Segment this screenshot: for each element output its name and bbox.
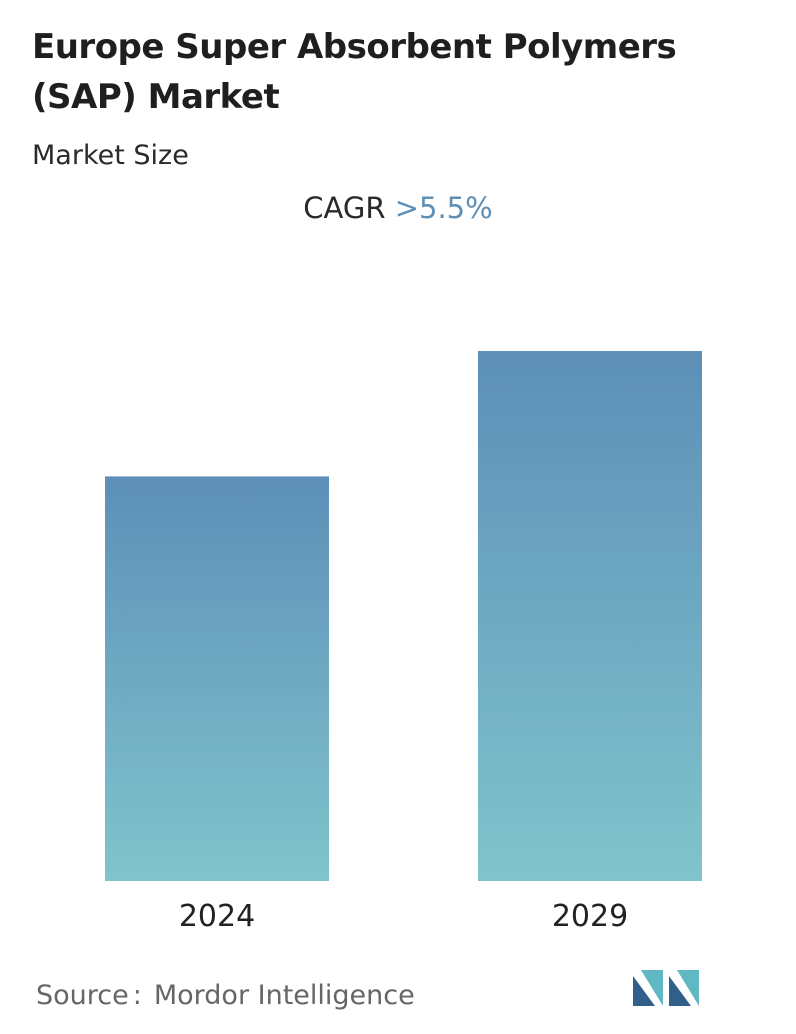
chart-title: Europe Super Absorbent Polymers (SAP) Ma… xyxy=(32,27,677,117)
bar-2029 xyxy=(478,351,702,881)
mordor-intelligence-logo-icon xyxy=(633,970,699,1006)
source-label: Source xyxy=(36,980,129,1011)
chart-subtitle: Market Size xyxy=(32,140,189,171)
x-axis-labels: 2024 2029 xyxy=(179,899,628,934)
cagr-text: CAGR >5.5% xyxy=(0,188,796,228)
source-line: Source: Mordor Intelligence xyxy=(36,978,415,1014)
cagr-label: CAGR xyxy=(303,191,386,225)
x-tick-label-2029: 2029 xyxy=(552,899,628,934)
source-name: Mordor Intelligence xyxy=(153,980,415,1011)
bar-chart: 2024 2029 xyxy=(105,351,702,934)
bars-group xyxy=(105,351,702,881)
x-tick-label-2024: 2024 xyxy=(179,899,255,934)
source-separator: : xyxy=(132,980,142,1011)
bar-2024 xyxy=(105,476,329,881)
cagr-value: >5.5% xyxy=(394,191,493,225)
